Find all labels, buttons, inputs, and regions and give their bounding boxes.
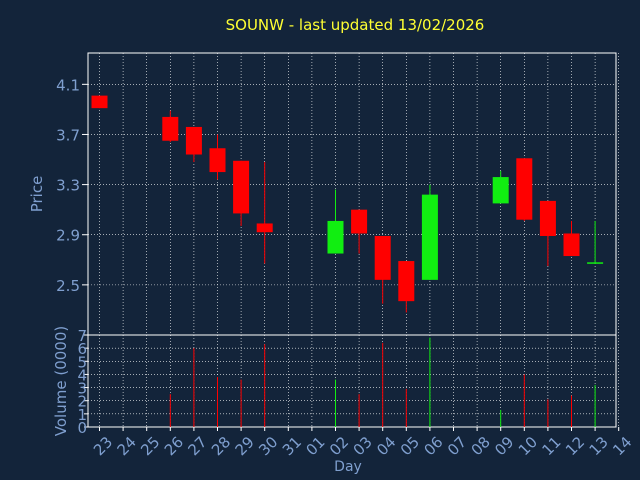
- candle: [233, 160, 250, 226]
- price-y-tick-label: 2.5: [56, 277, 80, 295]
- candle: [398, 261, 415, 313]
- volume-y-tick-label: 1: [77, 406, 87, 424]
- candle-body: [374, 235, 391, 280]
- x-tick-label: 23: [90, 433, 116, 459]
- x-tick-label: 10: [515, 433, 541, 459]
- candle-body: [587, 262, 604, 264]
- x-tick-label: 24: [114, 433, 140, 459]
- volume-y-tick-label: 5: [77, 353, 87, 371]
- x-tick-label: 11: [538, 433, 564, 459]
- price-y-tick-label: 4.1: [56, 76, 80, 94]
- x-tick-label: 31: [279, 433, 305, 459]
- candle: [516, 158, 533, 221]
- candle: [492, 170, 509, 204]
- x-tick-label: 27: [184, 433, 210, 459]
- x-tick-label: 04: [373, 433, 399, 459]
- price-y-ticks: 4.1 3.7 3.3 2.9 2.5: [56, 76, 88, 295]
- price-grid: [88, 53, 620, 335]
- candle: [91, 95, 108, 109]
- candle: [351, 209, 368, 254]
- volume-panel-frame: [87, 334, 617, 428]
- candle: [587, 220, 604, 264]
- volume-y-tick-label: 0: [77, 419, 87, 437]
- candle-body: [185, 126, 202, 155]
- candle-body: [256, 223, 273, 233]
- candle-body: [539, 200, 556, 236]
- chart-title: SOUNW - last updated 13/02/2026: [226, 16, 485, 34]
- volume-y-tick-label: 2: [77, 393, 87, 411]
- x-tick-label: 01: [302, 433, 328, 459]
- x-tick-label: 08: [468, 433, 494, 459]
- candle: [162, 110, 179, 142]
- x-tick-label: 07: [444, 433, 470, 459]
- x-axis-label: Day: [334, 459, 362, 475]
- x-tick-label: 05: [397, 433, 423, 459]
- candle: [209, 134, 226, 180]
- x-tick-label: 06: [420, 433, 446, 459]
- candle: [374, 235, 391, 304]
- candle: [563, 220, 580, 257]
- x-tick-label: 02: [326, 433, 352, 459]
- candle-body: [398, 261, 415, 302]
- candle-body: [351, 209, 368, 234]
- volume-y-tick-label: 3: [77, 380, 87, 398]
- candle-body: [162, 116, 179, 141]
- candle: [256, 162, 273, 264]
- candle-body: [563, 233, 580, 257]
- candle: [539, 200, 556, 267]
- price-y-tick-label: 3.7: [56, 126, 80, 144]
- x-tick-label: 26: [161, 433, 187, 459]
- candle: [327, 189, 344, 254]
- volume-grid: [88, 335, 620, 427]
- x-tick-label: 09: [491, 433, 517, 459]
- x-tick-label: 13: [586, 433, 612, 459]
- candle-body: [327, 220, 344, 254]
- volume-y-axis-label: Volume (0000): [52, 326, 70, 436]
- candle-body: [233, 160, 250, 214]
- price-y-tick-label: 2.9: [56, 227, 80, 245]
- volume-y-tick-label: 4: [77, 366, 87, 384]
- volume-y-tick-label: 6: [77, 340, 87, 358]
- x-tick-label: 29: [232, 433, 258, 459]
- candle: [185, 126, 202, 163]
- candle-body: [209, 148, 226, 173]
- price-y-tick-label: 3.3: [56, 177, 80, 195]
- x-tick-label: 14: [609, 433, 635, 459]
- volume-bars: [169, 337, 596, 427]
- candle-body: [492, 177, 509, 204]
- volume-y-tick-label: 7: [77, 327, 87, 345]
- x-ticks: 2324252627282930310102030405060708091011…: [90, 427, 635, 459]
- price-y-axis-label: Price: [28, 176, 46, 213]
- x-tick-label: 12: [562, 433, 588, 459]
- price-panel-frame: [87, 52, 617, 336]
- x-tick-label: 30: [255, 433, 281, 459]
- candle-body: [421, 194, 438, 280]
- candles: [91, 95, 604, 313]
- x-tick-label: 03: [350, 433, 376, 459]
- candle-body: [516, 158, 533, 220]
- x-tick-label: 25: [137, 433, 163, 459]
- candle-body: [91, 95, 108, 109]
- candle: [421, 184, 438, 280]
- x-tick-label: 28: [208, 433, 234, 459]
